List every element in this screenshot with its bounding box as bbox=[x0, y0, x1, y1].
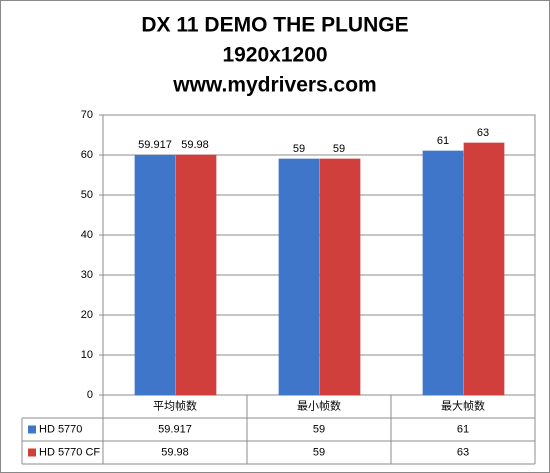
table-value: 59 bbox=[313, 446, 325, 458]
y-tick-label: 30 bbox=[81, 269, 93, 281]
y-tick-label: 10 bbox=[81, 349, 93, 361]
y-tick-label: 0 bbox=[87, 389, 93, 401]
bar bbox=[463, 142, 505, 396]
bar bbox=[134, 154, 176, 396]
y-tick-label: 60 bbox=[81, 149, 93, 161]
table-value: 59.917 bbox=[158, 423, 192, 435]
chart-title: DX 11 DEMO THE PLUNGE bbox=[141, 14, 408, 37]
y-tick-label: 50 bbox=[81, 189, 93, 201]
y-tick-label: 20 bbox=[81, 309, 93, 321]
bar bbox=[175, 154, 217, 396]
data-label: 63 bbox=[477, 127, 489, 139]
table-value: 61 bbox=[457, 423, 469, 435]
x-tick-label: 平均帧数 bbox=[153, 398, 197, 412]
y-tick-label: 40 bbox=[81, 229, 93, 241]
y-tick-label: 70 bbox=[81, 109, 93, 121]
data-label: 61 bbox=[437, 135, 449, 147]
table-value: 59.98 bbox=[161, 446, 189, 458]
chart-subtitle: 1920x1200 bbox=[222, 44, 327, 67]
legend-label: HD 5770 CF bbox=[39, 446, 100, 458]
table-value: 59 bbox=[313, 423, 325, 435]
bar bbox=[278, 158, 320, 396]
x-tick-label: 最小帧数 bbox=[297, 398, 341, 412]
bar bbox=[422, 150, 464, 396]
chart-annotation: www.mydrivers.com bbox=[172, 74, 376, 97]
data-label: 59 bbox=[333, 143, 345, 155]
x-tick-label: 最大帧数 bbox=[441, 398, 485, 412]
data-label: 59 bbox=[293, 143, 305, 155]
data-label: 59.917 bbox=[138, 139, 172, 151]
legend-label: HD 5770 bbox=[39, 423, 82, 435]
table-value: 63 bbox=[457, 446, 469, 458]
data-label: 59.98 bbox=[181, 139, 209, 151]
legend-key bbox=[28, 425, 36, 434]
bar bbox=[319, 158, 361, 396]
legend-key bbox=[28, 448, 36, 457]
